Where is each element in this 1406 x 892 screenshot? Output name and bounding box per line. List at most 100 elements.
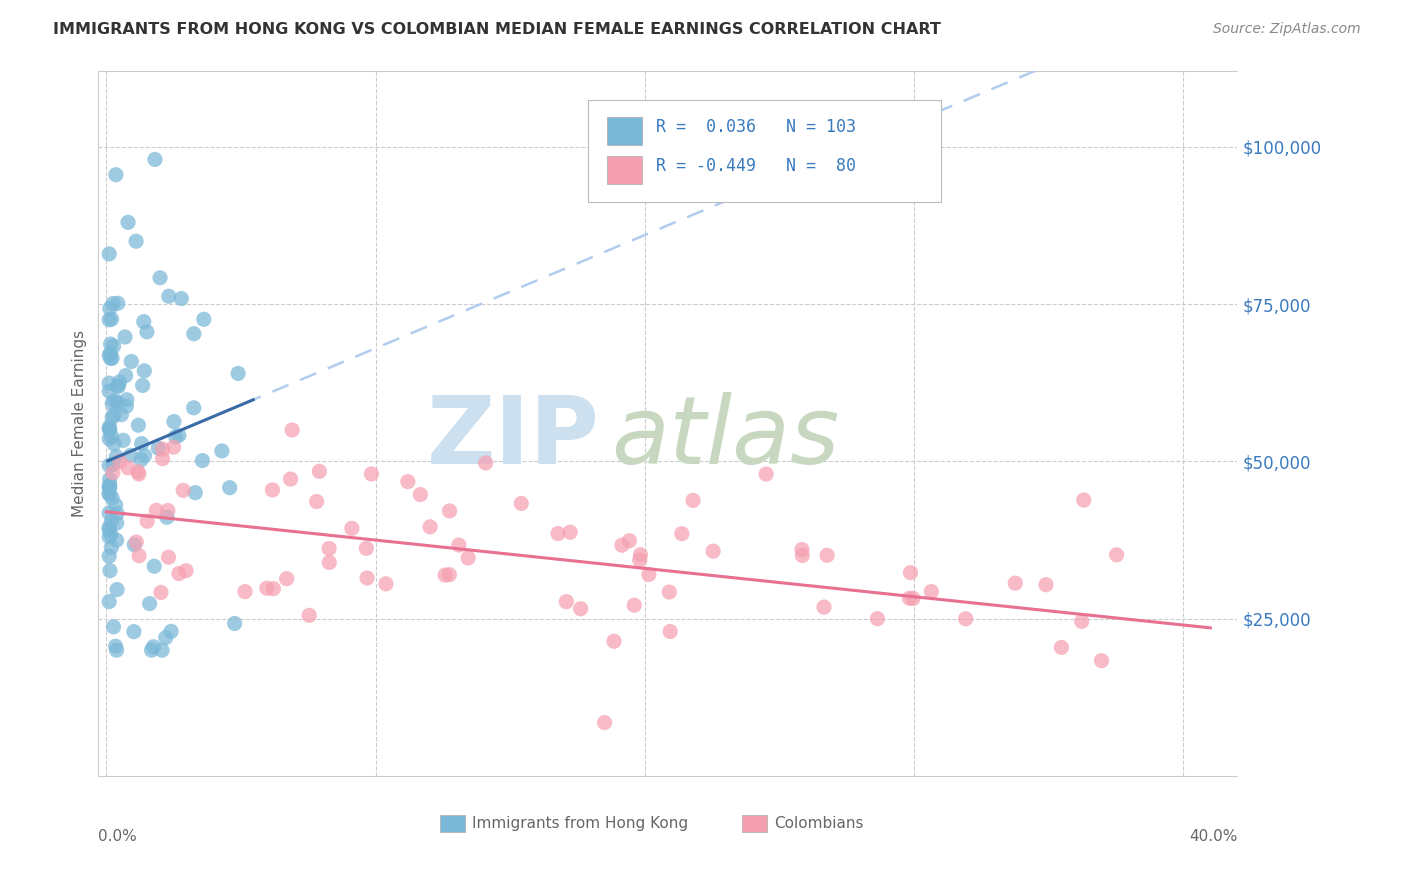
Point (276, 572, 298, 586)
Point (256, 581, 278, 595)
Point (100, 351, 122, 366)
Text: IMMIGRANTS FROM HONG KONG VS COLOMBIAN MEDIAN FEMALE EARNINGS CORRELATION CHART: IMMIGRANTS FROM HONG KONG VS COLOMBIAN M… (53, 22, 941, 37)
Point (155, 631, 177, 645)
Point (142, 640, 165, 654)
Point (183, 326, 205, 341)
Point (98, 384, 121, 398)
Point (920, 584, 942, 599)
Point (105, 533, 128, 548)
Point (298, 608, 321, 623)
Point (134, 449, 156, 463)
Bar (440, 814, 465, 832)
Point (659, 624, 682, 639)
Point (101, 351, 124, 366)
Point (107, 395, 129, 409)
Point (98, 432, 121, 446)
Point (112, 434, 135, 448)
Point (105, 516, 128, 530)
Point (184, 485, 207, 500)
Point (98, 422, 121, 436)
Point (134, 364, 156, 378)
Point (100, 514, 122, 528)
Point (103, 393, 125, 408)
Point (128, 549, 150, 563)
Point (98, 530, 121, 544)
Point (281, 423, 304, 437)
Point (569, 601, 592, 615)
Point (434, 568, 457, 582)
Point (98, 520, 121, 534)
Point (103, 620, 125, 634)
Point (98, 348, 121, 362)
Point (1050, 640, 1073, 655)
Point (262, 582, 284, 596)
Point (457, 550, 479, 565)
Point (900, 566, 922, 580)
Point (125, 535, 148, 549)
FancyBboxPatch shape (588, 100, 941, 202)
Point (104, 639, 127, 653)
Point (101, 296, 124, 310)
Point (136, 514, 159, 528)
Text: Source: ZipAtlas.com: Source: ZipAtlas.com (1213, 22, 1361, 37)
Point (658, 585, 681, 599)
Point (101, 458, 124, 472)
Point (226, 367, 249, 381)
Point (167, 566, 190, 581)
Point (1105, 548, 1128, 562)
Point (98, 506, 121, 520)
Point (547, 526, 569, 541)
Point (610, 538, 633, 552)
Point (98, 480, 121, 494)
Point (162, 440, 184, 454)
Point (193, 312, 215, 326)
Point (360, 467, 382, 481)
Point (183, 401, 205, 415)
Point (131, 378, 153, 392)
Point (98, 313, 121, 327)
Point (866, 612, 889, 626)
Point (149, 270, 172, 285)
Point (170, 292, 193, 306)
Point (305, 494, 328, 508)
Point (103, 408, 125, 422)
Point (813, 600, 835, 615)
Text: Colombians: Colombians (773, 816, 863, 830)
Point (98, 422, 121, 436)
Point (98, 486, 121, 500)
Point (439, 504, 461, 518)
Point (790, 542, 813, 557)
Point (172, 483, 194, 498)
Point (439, 567, 461, 582)
Point (117, 460, 139, 475)
Point (682, 493, 704, 508)
Point (128, 467, 150, 481)
Point (117, 215, 139, 229)
Point (98, 472, 121, 486)
Point (638, 567, 661, 582)
Point (211, 444, 233, 458)
Text: ZIP: ZIP (426, 392, 599, 483)
Point (110, 408, 132, 422)
Point (619, 533, 641, 548)
Point (603, 634, 626, 648)
Point (100, 346, 122, 360)
Point (114, 330, 136, 344)
Point (163, 415, 186, 429)
Point (396, 475, 419, 489)
Y-axis label: Median Female Earnings: Median Female Earnings (72, 330, 87, 517)
Point (100, 429, 122, 443)
Point (356, 571, 378, 585)
Point (131, 436, 153, 450)
Point (409, 487, 432, 501)
Point (98, 301, 121, 316)
Point (98, 478, 121, 492)
Point (152, 451, 174, 466)
Point (150, 643, 173, 657)
Point (125, 234, 148, 248)
Point (318, 541, 340, 556)
Point (152, 442, 174, 457)
Point (115, 399, 138, 413)
Point (108, 454, 131, 468)
Point (98, 594, 121, 608)
